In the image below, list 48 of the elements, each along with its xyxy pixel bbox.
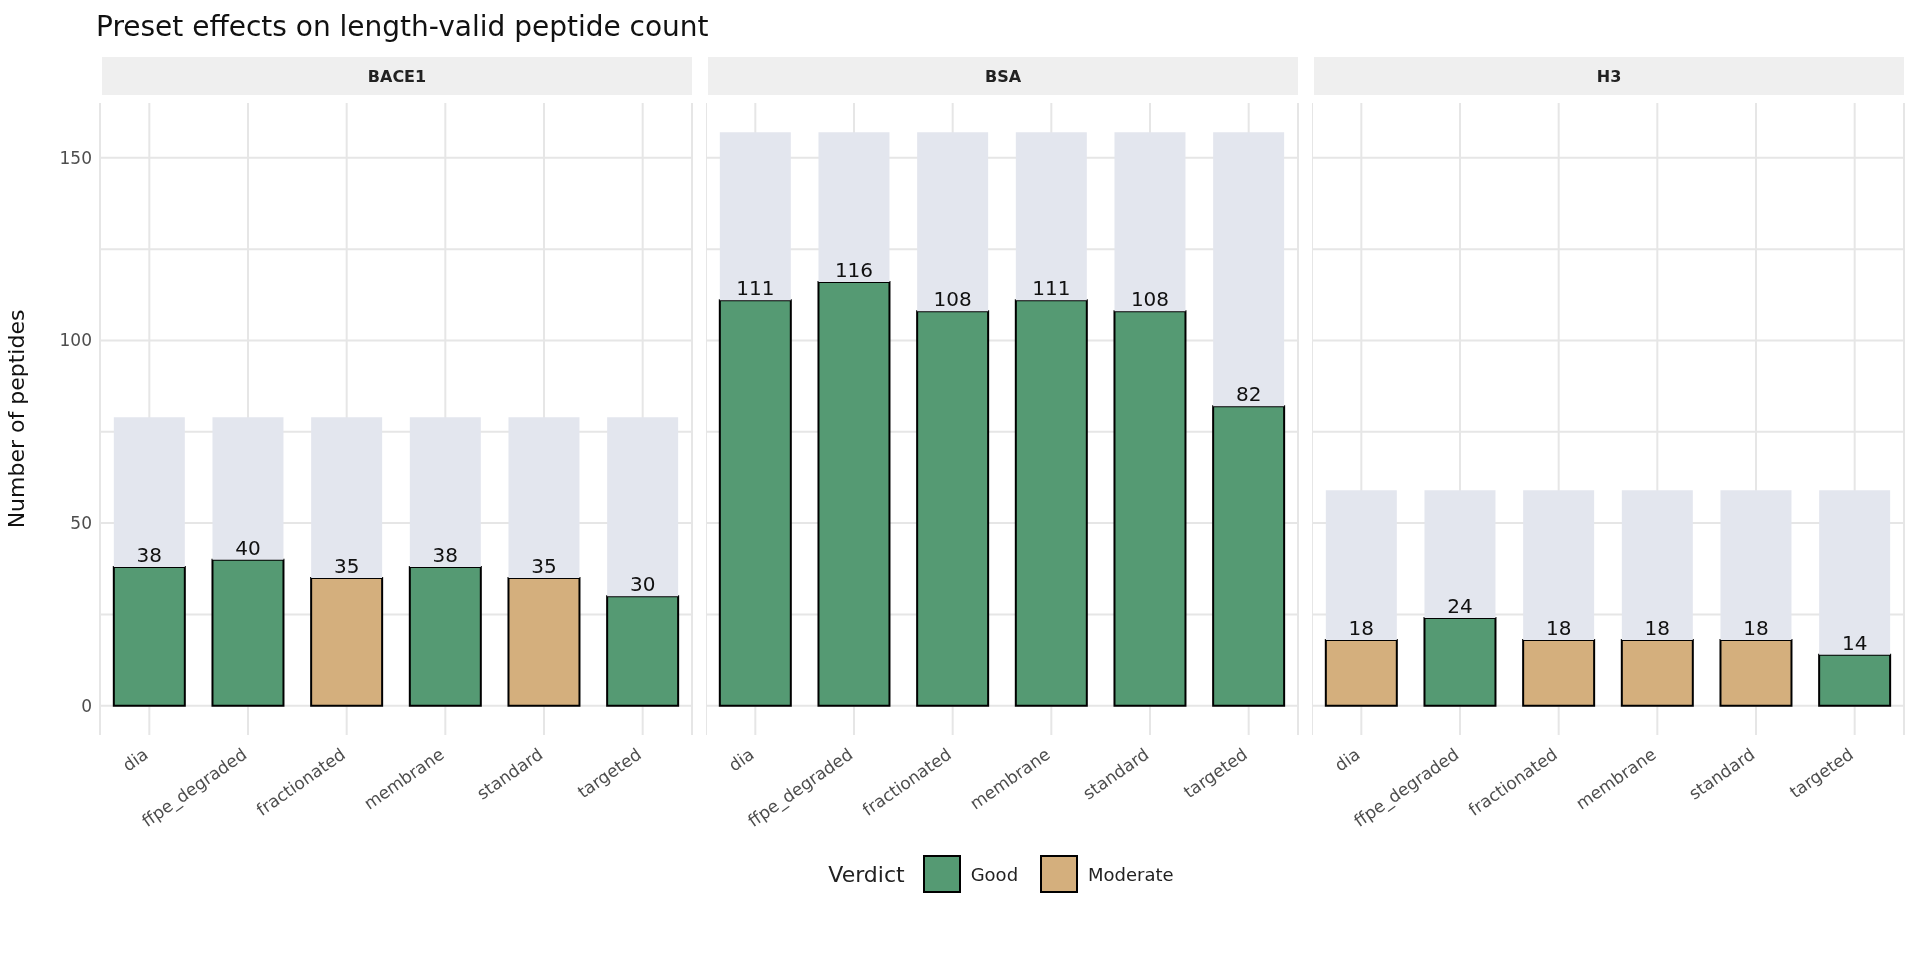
bar bbox=[1522, 639, 1596, 707]
bar bbox=[1324, 639, 1398, 707]
data-label: 18 bbox=[1743, 616, 1769, 641]
data-label: 40 bbox=[235, 535, 261, 560]
data-label: 18 bbox=[1644, 616, 1671, 641]
bar bbox=[606, 595, 680, 707]
chart-subtitle: BACE1 bbox=[102, 57, 692, 95]
bar bbox=[310, 576, 384, 707]
data-label: 38 bbox=[136, 542, 163, 567]
bar bbox=[1212, 405, 1286, 707]
data-label: 108 bbox=[933, 287, 972, 312]
bar bbox=[1818, 653, 1892, 707]
legend-title: Verdict bbox=[828, 861, 905, 887]
data-label: 14 bbox=[1841, 630, 1868, 655]
bar bbox=[1423, 617, 1497, 707]
bar bbox=[507, 576, 581, 707]
chart-subtitle: BSA bbox=[708, 57, 1298, 95]
y-axis-title: Number of peptides bbox=[3, 309, 29, 529]
bar bbox=[718, 299, 792, 707]
data-label: 35 bbox=[531, 553, 557, 578]
bar bbox=[1620, 639, 1694, 707]
bar bbox=[408, 565, 482, 707]
legend-label: Moderate bbox=[1088, 863, 1174, 885]
bar bbox=[112, 565, 186, 707]
bar bbox=[916, 310, 990, 707]
y-tick-label: 100 bbox=[59, 330, 92, 351]
data-label: 111 bbox=[736, 276, 775, 301]
bar bbox=[817, 281, 891, 707]
bar bbox=[1719, 639, 1793, 707]
data-label: 108 bbox=[1130, 287, 1170, 312]
data-label: 111 bbox=[1032, 276, 1071, 301]
y-tick-label: 50 bbox=[70, 513, 92, 534]
data-label: 18 bbox=[1348, 616, 1375, 641]
y-tick-label: 150 bbox=[59, 147, 92, 168]
data-label: 82 bbox=[1235, 382, 1262, 407]
data-label: 38 bbox=[432, 542, 459, 567]
data-label: 18 bbox=[1545, 616, 1572, 641]
y-tick-label: 0 bbox=[81, 695, 92, 716]
chart-subtitle: H3 bbox=[1314, 57, 1904, 95]
data-label: 30 bbox=[629, 572, 656, 597]
legend-label: Good bbox=[970, 863, 1019, 885]
bar bbox=[1113, 310, 1187, 707]
data-label: 24 bbox=[1447, 594, 1473, 619]
bar bbox=[211, 558, 285, 707]
data-label: 116 bbox=[834, 258, 874, 283]
chart-title: Preset effects on length-valid peptide count bbox=[95, 9, 710, 45]
data-label: 35 bbox=[333, 553, 360, 578]
bar bbox=[1014, 299, 1088, 707]
